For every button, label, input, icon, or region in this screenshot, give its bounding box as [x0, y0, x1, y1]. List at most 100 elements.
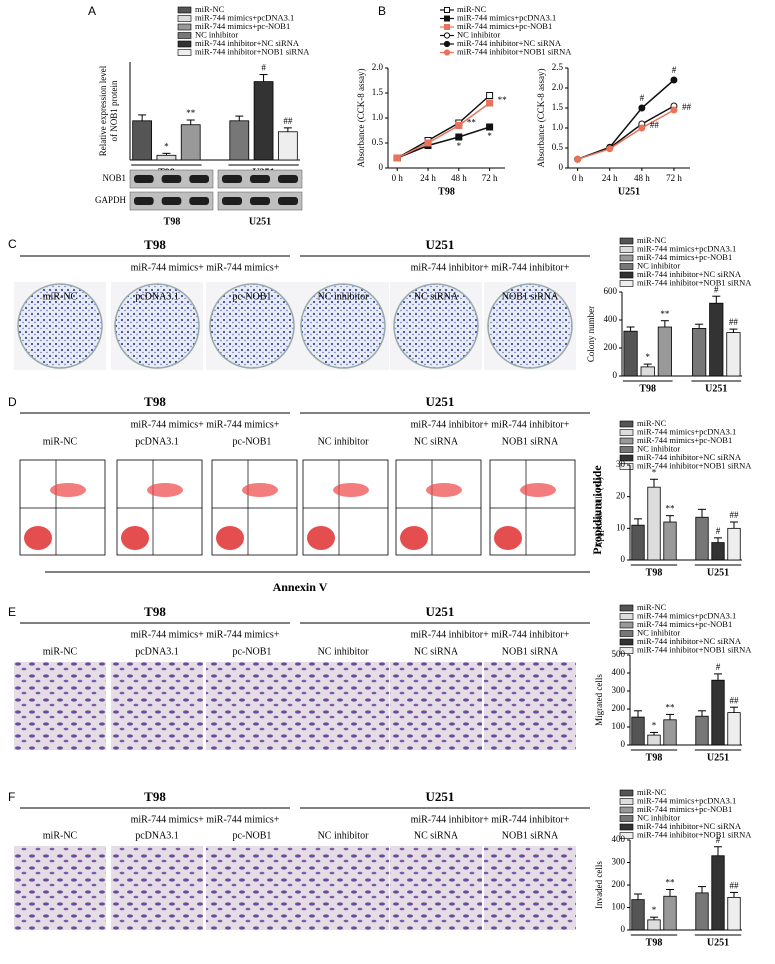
legend-swatch [619, 429, 634, 436]
legend-label: miR-NC [637, 602, 667, 612]
image-caption: miR-NC [43, 291, 78, 302]
y-axis-label: Colony number [586, 306, 596, 362]
bar [692, 327, 707, 377]
legend-swatch [619, 604, 634, 612]
bar [711, 679, 725, 746]
group-label: T98 [639, 383, 656, 394]
blot-band [250, 175, 270, 183]
image-caption: pc-NOB1 [233, 436, 272, 447]
legend-swatch [177, 23, 192, 31]
y-axis-label: Apoptosis cells (%) [594, 477, 604, 548]
legend-label: miR-744 mimics+pc-NOB1 [637, 804, 732, 814]
significance-mark: # [640, 93, 645, 103]
group-label: U251 [707, 937, 729, 948]
treatment-prefix: miR-744 inhibitor+ miR-744 inhibitor+ [411, 814, 570, 825]
legend-label: miR-NC [637, 418, 667, 428]
bar [727, 896, 741, 931]
y-tick-label: 400 [612, 834, 626, 844]
legend-swatch [619, 446, 634, 453]
group-title: T98 [144, 789, 166, 804]
group-title: U251 [426, 237, 455, 252]
significance-mark: # [672, 65, 677, 75]
legend-marker [443, 40, 451, 48]
blot-band [161, 197, 182, 205]
significance-mark: ** [666, 504, 676, 514]
y-tick-label: 1.0 [552, 122, 564, 132]
legend-label: miR-744 mimics+pcDNA3.1 [637, 243, 736, 253]
cell-image [111, 846, 203, 930]
image-caption: NC inhibitor [318, 830, 370, 841]
legend-swatch [177, 40, 192, 48]
point [606, 145, 614, 153]
image-caption: pcDNA3.1 [135, 436, 179, 447]
series-line [577, 79, 675, 160]
y-axis-label: Relative expression level [98, 65, 108, 156]
legend-label: miR-NC [637, 787, 667, 797]
bar [727, 712, 741, 746]
group-label: T98 [646, 937, 663, 948]
series-line [396, 94, 491, 159]
image-caption: NC siRNA [414, 291, 459, 302]
bar [726, 332, 741, 377]
bar [253, 81, 274, 161]
y-tick-label: 2.5 [552, 62, 564, 72]
legend-label: miR-744 inhibitor+NC siRNA [637, 821, 742, 831]
bar [631, 524, 645, 561]
y-tick-label: 300 [612, 857, 626, 867]
image-caption: NOB1 siRNA [502, 830, 559, 841]
legend-swatch [619, 254, 634, 262]
y-tick-label: 500 [612, 649, 626, 659]
legend-label: miR-744 inhibitor+NOB1 siRNA [195, 46, 310, 56]
y-tick-label: 1.5 [552, 102, 564, 112]
legend-swatch [177, 15, 192, 22]
significance-mark: ** [498, 95, 508, 105]
legend-swatch [619, 263, 634, 270]
group-label: U251 [707, 752, 729, 763]
y-axis-label: of NOB1 protein [109, 80, 119, 141]
legend-label: miR-744 inhibitor+NOB1 siRNA [637, 644, 752, 654]
colony-well [300, 283, 386, 369]
group-title: U251 [426, 789, 455, 804]
point [486, 92, 494, 99]
colony-well [17, 283, 103, 369]
x-tick-label: 72 h [666, 173, 682, 183]
bar [657, 326, 672, 377]
image-caption: NOB1 siRNA [502, 436, 559, 447]
bar [709, 302, 724, 377]
significance-mark: * [457, 141, 462, 151]
legend-swatch [619, 454, 634, 462]
x-axis-label: T98 [438, 186, 455, 197]
legend-label: miR-744 inhibitor+NC siRNA [637, 636, 742, 646]
bar [631, 899, 645, 931]
y-tick-label: 0 [613, 370, 618, 380]
significance-mark: ** [666, 878, 676, 888]
y-tick-label: 20 [616, 491, 626, 501]
blot-band [278, 197, 298, 205]
image-caption: miR-NC [43, 436, 78, 447]
cell-image [390, 846, 482, 930]
bar [229, 120, 250, 161]
blot-label: NOB1 [102, 173, 126, 183]
treatment-prefix: miR-744 inhibitor+ miR-744 inhibitor+ [411, 419, 570, 430]
group-title: T98 [144, 604, 166, 619]
significance-mark: * [652, 720, 657, 730]
legend-swatch [619, 823, 634, 831]
legend-swatch [177, 6, 192, 14]
significance-mark: ** [467, 118, 477, 128]
panel-label: E [8, 605, 16, 619]
blot-band [189, 175, 209, 183]
significance-mark: ## [730, 510, 740, 520]
legend-label: miR-744 inhibitor+NC siRNA [637, 269, 742, 279]
y-tick-label: 400 [612, 667, 626, 677]
treatment-prefix: miR-744 mimics+ miR-744 mimics+ [131, 814, 280, 825]
x-tick-label: 72 h [482, 173, 498, 183]
y-tick-label: 0 [559, 162, 564, 172]
point [486, 123, 494, 131]
flow-x-axis-label: Annexin V [273, 580, 328, 594]
legend-label: miR-744 mimics+pc-NOB1 [457, 21, 552, 31]
legend-label: miR-NC [457, 4, 487, 14]
cell-image [390, 662, 482, 750]
legend-label: NC inhibitor [457, 29, 500, 39]
bar [640, 366, 655, 377]
significance-mark: * [645, 352, 650, 362]
